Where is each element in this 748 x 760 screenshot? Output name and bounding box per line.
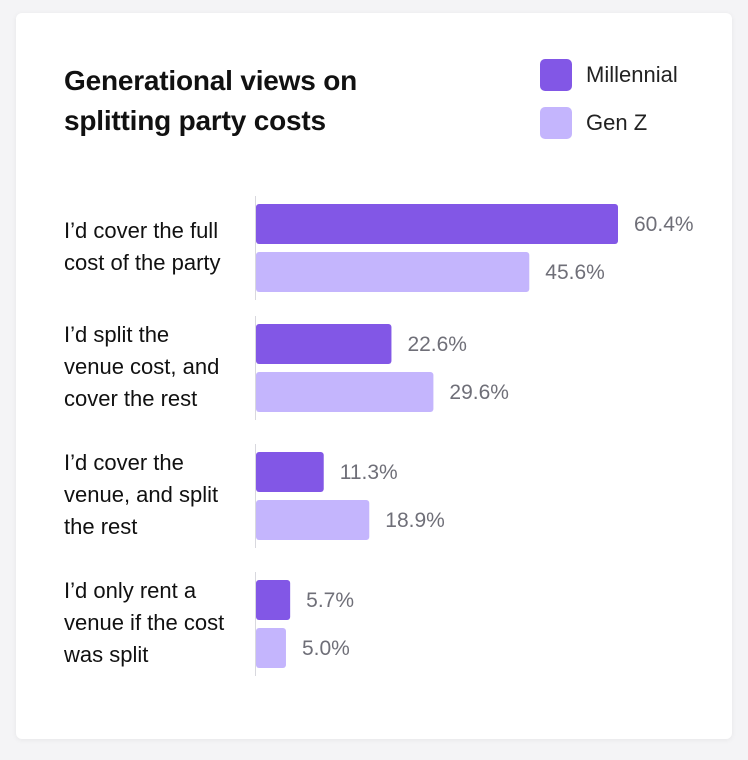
legend-label-millennial: Millennial [586, 62, 678, 87]
data-label: 22.6% [407, 333, 467, 356]
chart-title: Generational views on splitting party co… [64, 65, 357, 136]
bar-millennial [256, 324, 392, 364]
data-label: 29.6% [449, 381, 509, 404]
legend-swatch-genz [540, 107, 572, 139]
legend-swatch-millennial [540, 59, 572, 91]
data-label: 5.0% [302, 637, 350, 660]
category-label: was split [63, 642, 148, 667]
category-label: venue cost, and [64, 354, 219, 379]
bar-genz [256, 500, 370, 540]
category-label: venue, and split [64, 482, 218, 507]
bar-millennial [256, 452, 324, 492]
bar-genz [256, 252, 530, 292]
category-label: cover the rest [64, 386, 197, 411]
data-label: 60.4% [634, 213, 694, 236]
data-label: 18.9% [385, 509, 445, 532]
bar-millennial [256, 580, 291, 620]
category-label: I’d cover the [64, 450, 184, 475]
category-label: cost of the party [64, 250, 221, 275]
bar-genz [256, 372, 434, 412]
data-label: 5.7% [306, 589, 354, 612]
bar-genz [256, 628, 286, 668]
data-label: 45.6% [545, 261, 605, 284]
bar-millennial [256, 204, 618, 244]
data-label: 11.3% [340, 461, 398, 484]
category-label: the rest [64, 514, 137, 539]
category-label: I’d only rent a [64, 578, 197, 603]
category-label: venue if the cost [64, 610, 224, 635]
category-label: I’d cover the full [64, 218, 218, 243]
category-label: I’d split the [64, 322, 169, 347]
legend-label-genz: Gen Z [586, 110, 648, 135]
